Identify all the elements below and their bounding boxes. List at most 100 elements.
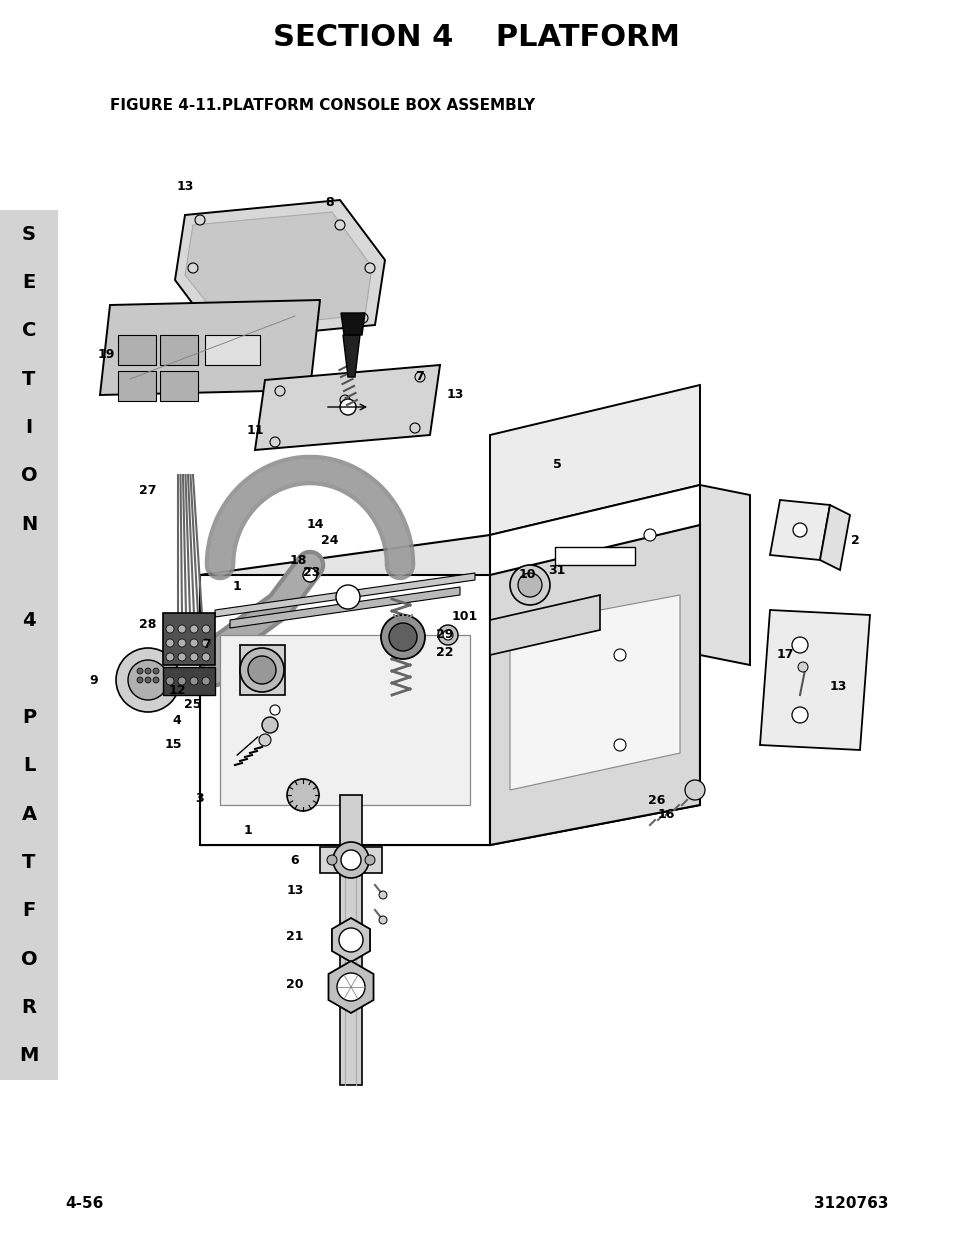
Circle shape [116,648,180,713]
Circle shape [335,585,359,609]
Text: 19: 19 [97,348,114,362]
Polygon shape [340,312,365,335]
Circle shape [437,625,457,645]
Text: 101: 101 [452,610,477,624]
Text: 13: 13 [828,680,846,694]
Circle shape [378,916,387,924]
Bar [160,335,198,366]
Circle shape [270,437,280,447]
Circle shape [137,677,143,683]
Text: P: P [22,708,36,727]
Text: A: A [21,805,36,824]
Circle shape [152,677,159,683]
Polygon shape [760,610,869,750]
Circle shape [614,739,625,751]
Text: O: O [21,950,37,968]
Polygon shape [240,645,285,695]
Circle shape [190,638,198,647]
Circle shape [202,677,210,685]
Text: 4: 4 [22,611,36,630]
Circle shape [190,677,198,685]
Bar [339,795,361,1086]
Text: 1: 1 [233,580,241,594]
Polygon shape [174,200,385,340]
Text: 29: 29 [436,629,454,641]
Text: 15: 15 [164,739,182,752]
Circle shape [166,653,173,661]
Text: L: L [23,756,35,776]
Circle shape [303,568,316,582]
Circle shape [178,653,186,661]
Polygon shape [200,805,700,845]
Circle shape [128,659,168,700]
Circle shape [188,263,198,273]
Text: 18: 18 [289,553,306,567]
Text: R: R [22,998,36,1016]
Circle shape [684,781,704,800]
Circle shape [202,653,210,661]
Polygon shape [328,961,374,1013]
Polygon shape [490,525,700,845]
Circle shape [137,668,143,674]
Circle shape [190,653,198,661]
Text: 23: 23 [303,566,320,578]
Circle shape [240,648,284,692]
Bar [118,370,156,401]
Circle shape [791,637,807,653]
Circle shape [202,638,210,647]
Text: 5: 5 [552,458,560,472]
Circle shape [389,622,416,651]
Polygon shape [490,645,700,705]
Circle shape [415,372,424,382]
Polygon shape [200,535,490,615]
Text: 31: 31 [548,563,565,577]
Text: S: S [22,225,36,243]
Text: 28: 28 [139,619,156,631]
Circle shape [335,220,345,230]
Text: 13: 13 [176,180,193,194]
Polygon shape [490,655,700,745]
Text: 3120763: 3120763 [814,1195,888,1210]
Polygon shape [332,918,370,962]
Text: O: O [21,467,37,485]
Text: 14: 14 [306,519,323,531]
Text: 2: 2 [850,534,859,547]
Polygon shape [100,300,319,395]
Polygon shape [319,847,381,873]
Circle shape [378,890,387,899]
Text: I: I [26,417,32,437]
Circle shape [270,705,280,715]
Text: 21: 21 [286,930,303,944]
Polygon shape [510,595,679,790]
Circle shape [517,573,541,597]
Bar [160,370,198,401]
Bar [163,613,214,664]
Circle shape [333,842,369,878]
Text: 22: 22 [436,646,454,659]
Polygon shape [820,505,849,571]
Polygon shape [343,335,359,377]
Circle shape [340,850,360,869]
Text: T: T [22,369,35,389]
Circle shape [339,399,355,415]
Circle shape [792,522,806,537]
Bar [220,635,470,805]
Circle shape [336,973,365,1002]
Polygon shape [769,500,829,559]
Text: T: T [22,853,35,872]
Text: 17: 17 [776,648,793,662]
Circle shape [145,677,151,683]
Text: E: E [22,273,35,291]
Circle shape [365,855,375,864]
Text: 20: 20 [286,978,303,992]
Text: C: C [22,321,36,341]
Circle shape [287,779,318,811]
Circle shape [262,718,277,734]
Circle shape [178,625,186,634]
Bar [118,335,156,366]
Circle shape [166,625,173,634]
Text: 26: 26 [648,794,665,806]
Text: N: N [21,515,37,534]
Circle shape [178,677,186,685]
Circle shape [166,677,173,685]
